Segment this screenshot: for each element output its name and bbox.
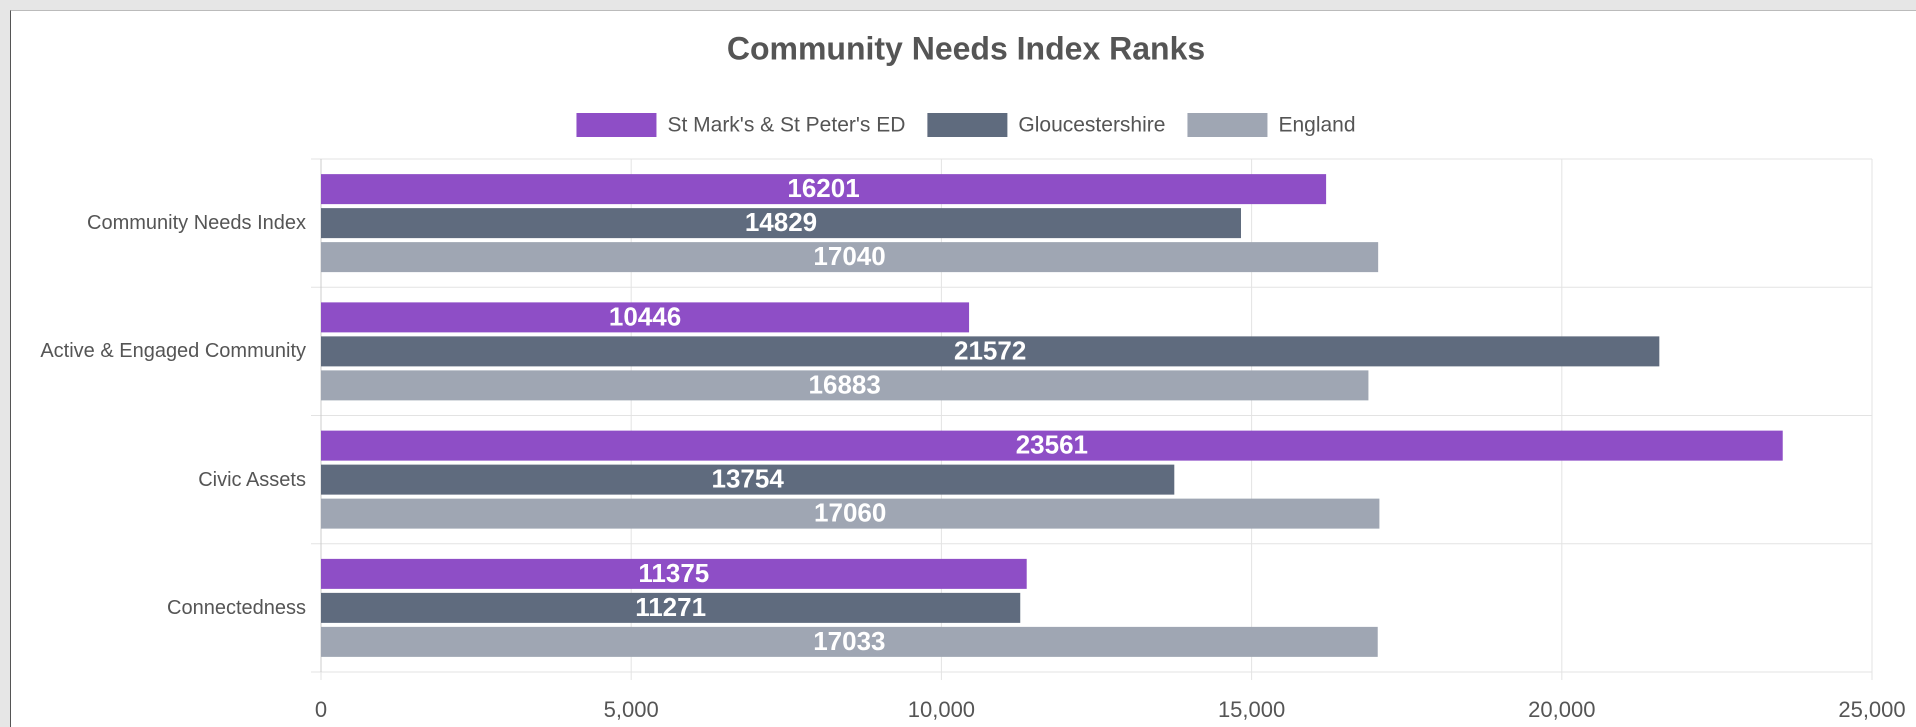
data-label: 14829 <box>745 207 817 237</box>
y-tick-label: Civic Assets <box>198 468 306 491</box>
bar <box>321 242 1379 273</box>
x-tick-label: 0 <box>315 697 327 722</box>
legend-swatch <box>576 113 657 137</box>
x-tick-label: 15,000 <box>1218 697 1285 722</box>
bar <box>321 208 1241 239</box>
bar <box>321 430 1783 461</box>
bar <box>321 302 970 333</box>
legend-swatch <box>1187 113 1268 137</box>
data-label: 17040 <box>813 241 885 271</box>
legend-label: St Mark's & St Peter's ED <box>667 114 905 137</box>
y-tick-label: Connectedness <box>167 596 306 619</box>
bar <box>321 558 1027 589</box>
y-tick-label: Active & Engaged Community <box>40 340 306 363</box>
legend-label: Gloucestershire <box>1018 114 1165 137</box>
x-tick-label: 20,000 <box>1528 697 1595 722</box>
chart-title: Community Needs Index Ranks <box>727 30 1205 66</box>
bar <box>321 370 1369 401</box>
data-label: 11375 <box>638 558 709 588</box>
data-label: 23561 <box>1016 430 1088 460</box>
bar <box>321 498 1380 529</box>
x-tick-label: 5,000 <box>604 697 659 722</box>
y-tick-label: Community Needs Index <box>87 212 306 235</box>
data-label: 16883 <box>809 369 881 399</box>
bar <box>321 336 1660 367</box>
bar <box>321 174 1327 205</box>
x-tick-label: 10,000 <box>908 697 975 722</box>
data-label: 11271 <box>635 592 706 622</box>
legend-swatch <box>927 113 1008 137</box>
data-label: 17033 <box>813 626 885 656</box>
data-label: 10446 <box>609 301 681 331</box>
data-label: 13754 <box>711 464 784 494</box>
bar <box>321 464 1175 495</box>
bar <box>321 626 1378 657</box>
data-label: 17060 <box>814 498 886 528</box>
x-tick-label: 25,000 <box>1838 697 1905 722</box>
bar <box>321 592 1021 623</box>
legend-label: England <box>1278 114 1355 137</box>
data-label: 16201 <box>787 173 859 203</box>
data-label: 21572 <box>954 335 1026 365</box>
